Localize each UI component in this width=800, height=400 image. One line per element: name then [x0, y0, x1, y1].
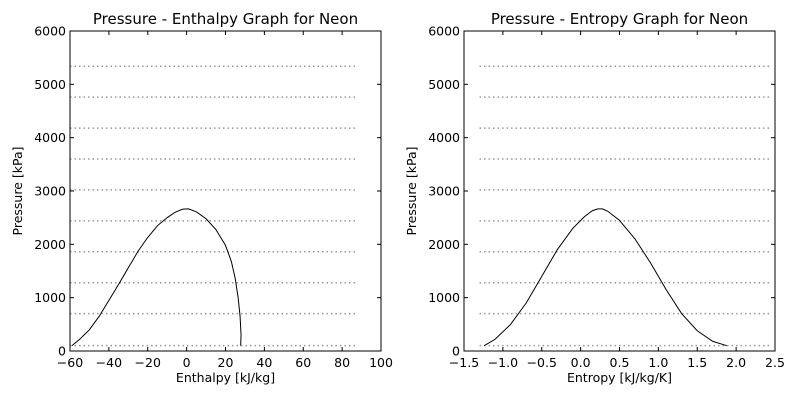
chart-1-x-axis-label: Enthalpy [kJ/kg]	[176, 370, 275, 385]
chart-2-x-tick-label: 1.0	[648, 355, 668, 370]
chart-2-title: Pressure - Entropy Graph for Neon	[491, 10, 748, 28]
chart-2-x-tick-label: 2.5	[765, 355, 785, 370]
chart-1-y-axis-label: Pressure [kPa]	[10, 147, 25, 236]
chart-1-x-tick-label: 20	[218, 355, 234, 370]
chart-1-y-tick-label: 6000	[34, 24, 66, 39]
chart-1-saturation-curve	[71, 208, 242, 347]
chart-1-x-tick-label: 0	[183, 355, 191, 370]
chart-2-x-tick-label: 2.0	[726, 355, 746, 370]
chart-1-title: Pressure - Enthalpy Graph for Neon	[93, 10, 358, 28]
chart-2-y-tick-label: 4000	[428, 130, 460, 145]
chart-1-y-tick-label: 2000	[34, 237, 66, 252]
chart-2-x-tick-label: −0.5	[527, 355, 557, 370]
chart-1-y-tick-label: 4000	[34, 130, 66, 145]
chart-2-y-tick-label: 2000	[428, 237, 460, 252]
chart-1-y-tick-label: 5000	[34, 77, 66, 92]
chart-1-y-tick-label: 0	[58, 344, 66, 359]
chart-2-y-axis-label: Pressure [kPa]	[404, 147, 419, 236]
chart-1-y-tick-label: 3000	[34, 184, 66, 199]
chart-1-x-tick-label: 40	[256, 355, 272, 370]
chart-1-y-tick-label: 1000	[34, 290, 66, 305]
chart-1-x-tick-label: 60	[295, 355, 311, 370]
chart-1-axes-frame	[69, 30, 382, 352]
chart-2-y-tick-label: 5000	[428, 77, 460, 92]
chart-2-saturation-curve	[483, 208, 727, 347]
chart-2-y-tick-label: 3000	[428, 184, 460, 199]
chart-2-y-tick-label: 0	[452, 344, 460, 359]
chart-1-x-tick-label: −20	[135, 355, 161, 370]
chart-2-x-axis-label: Entropy [kJ/kg/K]	[567, 370, 672, 385]
chart-2-y-tick-label: 6000	[428, 24, 460, 39]
chart-2-axes-frame	[463, 30, 776, 352]
chart-2-x-tick-label: 0.0	[571, 355, 591, 370]
chart-1-x-tick-label: 80	[334, 355, 350, 370]
chart-2-x-tick-label: 0.5	[610, 355, 630, 370]
chart-1-x-tick-label: −60	[57, 355, 83, 370]
chart-2-x-tick-label: −1.5	[449, 355, 479, 370]
chart-1-x-tick-label: 100	[369, 355, 393, 370]
chart-2-x-tick-label: −1.0	[488, 355, 518, 370]
chart-2-y-tick-label: 1000	[428, 290, 460, 305]
chart-1-x-tick-label: −40	[96, 355, 122, 370]
chart-2-x-tick-label: 1.5	[687, 355, 707, 370]
